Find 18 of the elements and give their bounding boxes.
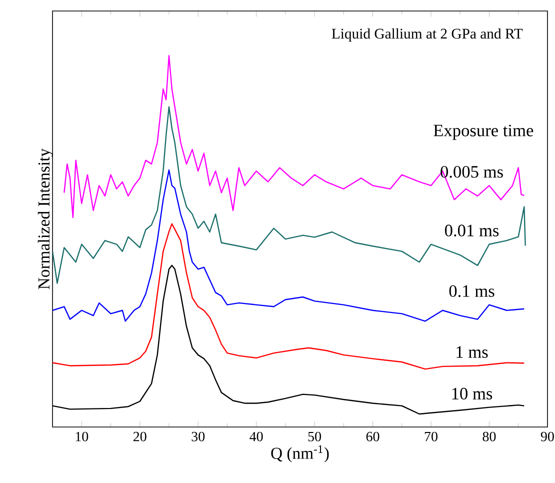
x-tick-label: 50	[308, 432, 322, 442]
x-tick-label: 90	[540, 432, 554, 442]
x-tick-label: 20	[133, 432, 146, 442]
series-label: 0.01 ms	[444, 224, 499, 236]
x-tick-label: 70	[424, 432, 438, 442]
series-label: 10 ms	[452, 388, 492, 400]
x-tick-label: 60	[366, 432, 380, 442]
x-tick-label: 80	[482, 432, 496, 442]
series-label: 0.005 ms	[440, 166, 503, 178]
text: Liquid Gallium at 2 GPa and RT	[332, 28, 523, 42]
x-tick-label: 40	[250, 432, 263, 442]
series-label: 1 ms	[456, 346, 488, 358]
x-axis-title: Q (nm$^{-1}$)	[271, 445, 329, 462]
y-axis-title: Normalized Intensity	[38, 148, 54, 290]
series-label: 0.1 ms	[449, 285, 494, 297]
x-tick-label: 10	[76, 432, 88, 442]
legend-title: Exposure time	[434, 124, 534, 140]
x-tick-label: 30	[192, 432, 205, 442]
